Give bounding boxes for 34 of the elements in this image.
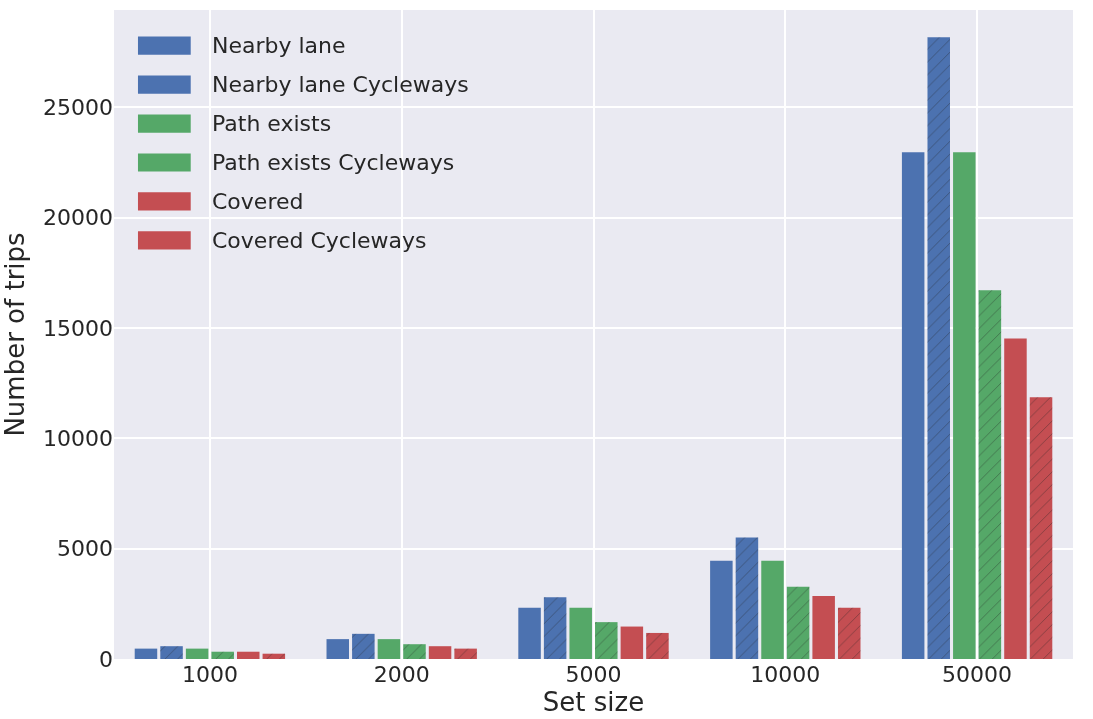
bar: [185, 648, 209, 659]
y-tick-label: 20000: [43, 205, 113, 231]
y-tick-label: 0: [99, 646, 113, 672]
legend-label: Nearby lane Cycleways: [212, 72, 469, 97]
bar: [620, 626, 644, 659]
bar: [812, 596, 835, 659]
bar: [237, 651, 260, 659]
bar: [710, 560, 733, 659]
legend-label: Covered Cycleways: [212, 228, 427, 253]
bar: [518, 607, 541, 659]
bar: [569, 607, 592, 659]
bar: [134, 648, 158, 659]
bar: [1004, 338, 1027, 659]
x-tick-label: 1000: [181, 662, 238, 687]
bar: [377, 639, 401, 659]
bar: [761, 560, 784, 659]
legend-label: Covered: [212, 189, 304, 214]
x-axis-title: Set size: [542, 687, 645, 717]
bar: [901, 152, 925, 659]
x-tick-label: 10000: [750, 662, 821, 687]
legend-label: Path exists Cycleways: [212, 150, 455, 175]
legend-label: Path exists: [212, 111, 332, 136]
y-axis-title: Number of trips: [0, 232, 30, 437]
y-tick-label: 5000: [57, 536, 113, 562]
y-tick-label: 15000: [43, 315, 113, 341]
y-tick-label: 25000: [43, 94, 113, 120]
bar: [428, 646, 452, 659]
x-tick-label: 5000: [565, 662, 622, 687]
y-tick-label: 10000: [43, 425, 113, 451]
legend-label: Nearby lane: [212, 33, 346, 58]
x-tick-label: 2000: [373, 662, 430, 687]
bar: [953, 152, 976, 659]
bar: [326, 639, 350, 659]
x-tick-label: 50000: [942, 662, 1013, 687]
